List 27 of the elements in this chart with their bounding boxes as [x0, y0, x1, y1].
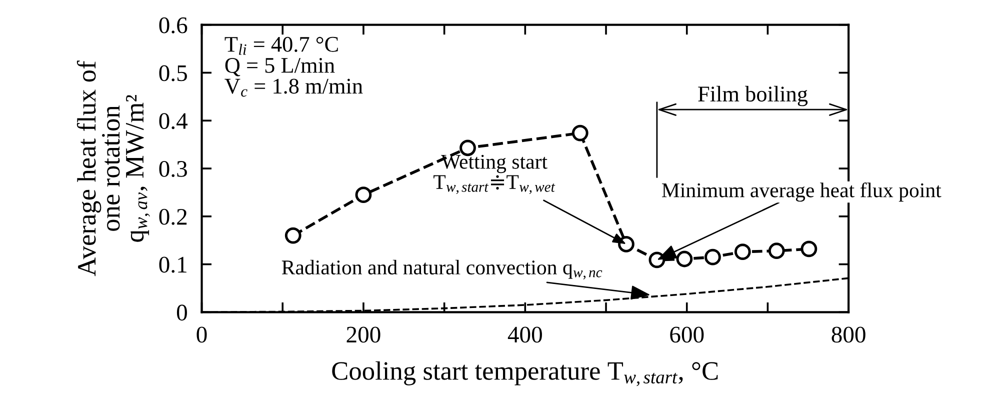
point	[734, 244, 751, 260]
y-tick-label: 0.5	[159, 65, 187, 82]
y-axis-title: Average heat flux of one rotation q$_{w,av}$, MW/m²	[76, 60, 150, 276]
y-tick-label: 0.1	[159, 256, 186, 273]
point	[572, 124, 588, 142]
y-tick-label: 0.2	[159, 208, 187, 225]
annotation: Radiation and natural convection q$_{w,nc}$	[282, 260, 602, 280]
point	[355, 186, 372, 204]
y-tick-label: 0	[176, 304, 187, 321]
x-tick-label: 800	[832, 326, 866, 343]
point	[284, 227, 302, 244]
y-tick-label: 0.4	[159, 113, 188, 130]
point	[704, 248, 721, 266]
annotation: T$_{li}$ = 40.7 °C Q = 5 L/min V$_{c}$ = 1.8 m/min	[224, 36, 363, 97]
x-tick-label: 600	[670, 326, 704, 343]
y-tick-label: 0.3	[159, 160, 187, 178]
point	[768, 242, 785, 260]
ref-line-label: Film boiling	[698, 86, 808, 106]
annotation: Wetting start T$_{w,start}$≑T$_{w,wet}$	[434, 154, 556, 194]
point	[676, 250, 693, 268]
x-tick-label: 200	[346, 326, 380, 343]
annotation: Minimum average heat flux point	[662, 182, 942, 202]
x-tick-label: 400	[508, 326, 542, 343]
y-tick-label: 0.6	[159, 17, 188, 34]
point	[800, 240, 818, 258]
x-axis-title: Cooling start temperature T$_{w,start}$, °C	[332, 361, 718, 386]
x-tick-label: 0	[196, 326, 207, 343]
